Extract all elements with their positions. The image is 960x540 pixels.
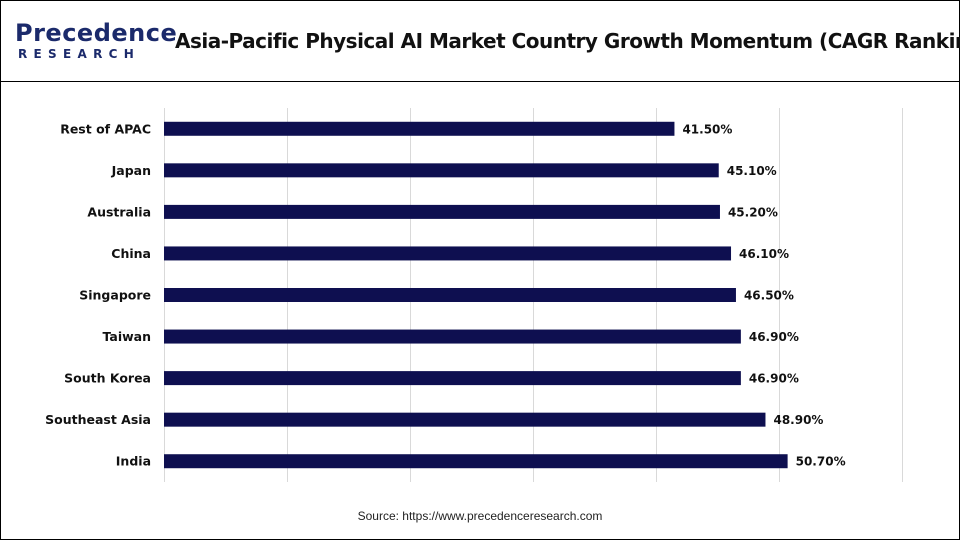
category-label: Japan [111, 163, 151, 178]
data-label: 46.10% [739, 247, 789, 261]
header: Precedence RESEARCH Asia-Pacific Physica… [1, 1, 960, 82]
data-labels: 41.50% 45.10% 45.20% 46.10% 46.50% 46.90% 46.9… [682, 122, 845, 468]
data-label: 41.50% [682, 122, 732, 136]
bar [164, 454, 788, 469]
data-label: 50.70% [796, 455, 846, 469]
bar [164, 412, 766, 427]
category-label: China [111, 246, 151, 261]
bar [164, 371, 741, 386]
category-label: India [116, 454, 151, 469]
category-label: Australia [87, 204, 151, 219]
chart-title: Asia-Pacific Physical AI Market Country … [175, 29, 960, 53]
bars [164, 121, 788, 469]
logo-text-bottom: RESEARCH [18, 47, 141, 61]
category-label: Southeast Asia [45, 412, 151, 427]
bar [164, 121, 675, 136]
data-label: 45.10% [727, 164, 777, 178]
data-label: 46.50% [744, 289, 794, 303]
bar [164, 204, 720, 219]
bar [164, 246, 732, 261]
source-note: Source: https://www.precedenceresearch.c… [357, 509, 603, 523]
bar [164, 163, 719, 178]
data-label: 48.90% [773, 413, 823, 427]
data-label: 45.20% [728, 205, 778, 219]
category-label: Rest of APAC [60, 121, 151, 136]
data-label: 46.90% [749, 330, 799, 344]
logo-text-top: Precedence [15, 19, 178, 47]
category-labels: Rest of APAC Japan Australia China Singapore… [45, 121, 151, 468]
bar [164, 288, 736, 302]
category-label: Taiwan [102, 329, 151, 344]
category-label: Singapore [79, 288, 151, 303]
category-label: South Korea [64, 371, 151, 386]
bar [164, 329, 741, 344]
brand-logo: Precedence RESEARCH [15, 19, 177, 63]
data-label: 46.90% [749, 372, 799, 386]
